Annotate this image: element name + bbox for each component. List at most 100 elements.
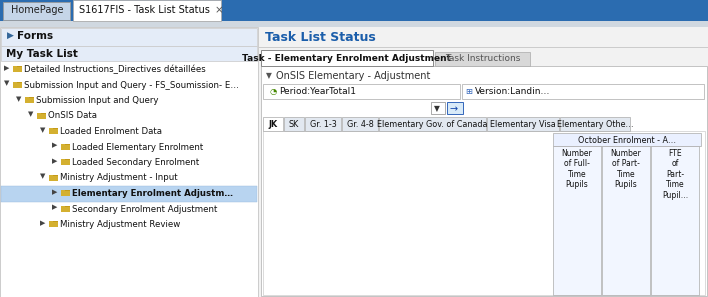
Bar xyxy=(49,221,58,227)
Text: ×: × xyxy=(215,5,224,15)
Text: Ministry Adjustment - Input: Ministry Adjustment - Input xyxy=(60,173,178,182)
Bar xyxy=(284,117,304,131)
Bar xyxy=(3,2,70,20)
Text: Ministry Adjustment Review: Ministry Adjustment Review xyxy=(60,220,181,229)
Bar xyxy=(25,97,29,99)
Text: ▼: ▼ xyxy=(40,173,45,179)
Text: Gr. 1-3: Gr. 1-3 xyxy=(309,120,336,129)
Text: ▶: ▶ xyxy=(7,31,14,40)
Text: Task - Elementary Enrolment Adjustment: Task - Elementary Enrolment Adjustment xyxy=(243,54,452,63)
Bar xyxy=(73,0,221,21)
Text: ▼: ▼ xyxy=(28,111,33,118)
Bar xyxy=(0,21,708,27)
Text: ▼: ▼ xyxy=(40,127,45,133)
Bar xyxy=(0,0,708,21)
Text: Elementary Gov. of Canada: Elementary Gov. of Canada xyxy=(377,120,488,129)
Text: Period:YearTotal1: Period:YearTotal1 xyxy=(279,87,356,96)
Text: My Task List: My Task List xyxy=(6,49,78,59)
Bar xyxy=(447,102,463,114)
Bar xyxy=(61,206,70,211)
Text: Loaded Elementary Enrolment: Loaded Elementary Enrolment xyxy=(72,143,203,151)
Text: HomePage: HomePage xyxy=(11,5,63,15)
Text: Version:Landin…: Version:Landin… xyxy=(475,87,550,96)
Bar xyxy=(305,117,341,131)
Text: Elementary Visa: Elementary Visa xyxy=(490,120,556,129)
Bar xyxy=(25,97,34,103)
Text: Detailed Instructions_Directives détaillées: Detailed Instructions_Directives détaill… xyxy=(24,65,206,74)
Text: Number
of Part-
Time
Pupils: Number of Part- Time Pupils xyxy=(610,149,641,189)
Text: OnSIS Elementary - Adjustment: OnSIS Elementary - Adjustment xyxy=(276,71,430,81)
Bar xyxy=(49,176,58,181)
Text: S1617FIS - Task List Status: S1617FIS - Task List Status xyxy=(79,5,210,15)
Bar xyxy=(61,191,70,196)
Bar xyxy=(49,128,53,130)
Bar xyxy=(13,81,22,88)
Bar xyxy=(25,98,34,103)
Bar xyxy=(61,206,70,211)
Bar xyxy=(0,27,258,297)
Bar xyxy=(13,66,17,68)
Text: Loaded Secondary Enrolment: Loaded Secondary Enrolment xyxy=(72,158,199,167)
Bar xyxy=(261,66,707,296)
Text: Submission Input and Query - FS_Soumission- E…: Submission Input and Query - FS_Soumissi… xyxy=(24,80,239,89)
Bar xyxy=(61,143,70,149)
Bar xyxy=(61,190,70,196)
Bar xyxy=(13,67,22,72)
Text: JK: JK xyxy=(268,120,278,129)
Bar xyxy=(1,28,257,46)
Bar xyxy=(61,190,65,192)
Bar xyxy=(553,146,601,295)
Text: OnSIS Data: OnSIS Data xyxy=(48,111,97,121)
Text: Submission Input and Query: Submission Input and Query xyxy=(36,96,159,105)
Bar xyxy=(651,146,699,295)
Bar xyxy=(1,46,257,61)
Text: ▼: ▼ xyxy=(266,71,272,80)
Bar xyxy=(342,117,378,131)
Bar xyxy=(61,160,70,165)
Bar xyxy=(49,129,58,134)
Bar xyxy=(37,113,41,115)
Text: ▶: ▶ xyxy=(52,143,57,148)
Text: ▶: ▶ xyxy=(52,158,57,164)
Bar xyxy=(259,47,708,48)
Text: ▼: ▼ xyxy=(16,96,21,102)
Bar xyxy=(13,66,22,72)
Text: Loaded Enrolment Data: Loaded Enrolment Data xyxy=(60,127,162,136)
Text: ▶: ▶ xyxy=(52,205,57,211)
Bar xyxy=(61,145,70,149)
Bar xyxy=(37,113,46,119)
Text: Task Instructions: Task Instructions xyxy=(445,54,520,63)
Text: Elementary Enrolment Adjustm…: Elementary Enrolment Adjustm… xyxy=(72,189,233,198)
Bar xyxy=(259,27,708,297)
Text: FTE
of
Part-
Time
Pupil…: FTE of Part- Time Pupil… xyxy=(662,149,688,200)
Bar xyxy=(263,117,283,131)
Bar xyxy=(602,146,650,295)
Text: ⊞: ⊞ xyxy=(465,87,472,96)
Text: ▶: ▶ xyxy=(4,65,9,71)
Bar xyxy=(1,186,257,201)
Bar xyxy=(261,50,433,66)
Bar xyxy=(553,133,701,146)
Bar xyxy=(49,128,58,134)
Bar xyxy=(431,102,445,114)
Text: SK: SK xyxy=(289,120,299,129)
Text: October Enrolment - A…: October Enrolment - A… xyxy=(578,136,676,145)
Bar xyxy=(61,159,65,161)
Bar xyxy=(560,117,630,131)
Bar xyxy=(37,113,46,119)
Text: Forms: Forms xyxy=(17,31,53,41)
Text: Number
of Full-
Time
Pupils: Number of Full- Time Pupils xyxy=(561,149,593,189)
Bar xyxy=(61,159,70,165)
Text: Secondary Enrolment Adjustment: Secondary Enrolment Adjustment xyxy=(72,205,217,214)
Bar xyxy=(263,131,705,295)
Bar xyxy=(61,206,65,208)
Bar xyxy=(13,83,22,88)
Text: Task List Status: Task List Status xyxy=(265,31,376,44)
Bar xyxy=(49,222,58,227)
Bar xyxy=(462,84,704,99)
Bar xyxy=(487,117,559,131)
Text: ▶: ▶ xyxy=(52,189,57,195)
Bar xyxy=(61,143,65,146)
Bar xyxy=(49,221,53,223)
Bar xyxy=(379,117,486,131)
